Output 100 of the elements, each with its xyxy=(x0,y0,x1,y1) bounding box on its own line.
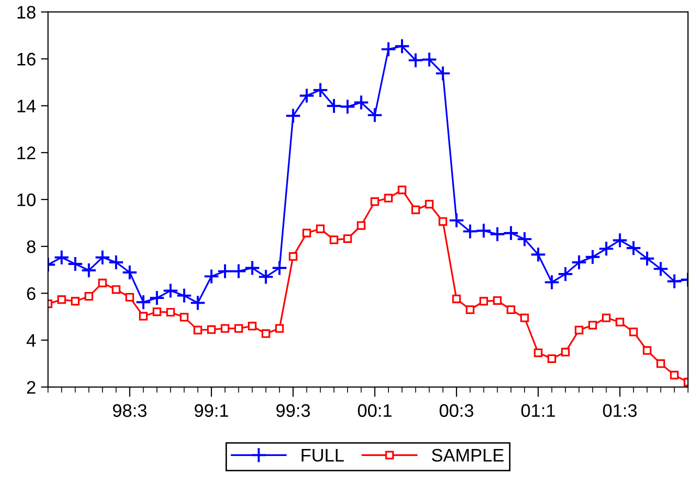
point xyxy=(353,94,370,110)
point xyxy=(112,285,120,294)
point xyxy=(462,223,478,240)
point xyxy=(67,256,84,272)
point xyxy=(629,328,638,336)
point xyxy=(656,359,666,368)
point xyxy=(616,318,624,326)
point xyxy=(598,240,614,257)
point xyxy=(248,322,257,330)
point xyxy=(666,273,682,290)
x-tick-label: 00:1 xyxy=(358,404,392,417)
point xyxy=(366,107,383,124)
point xyxy=(642,346,652,355)
point xyxy=(548,354,556,363)
point xyxy=(330,236,338,244)
point xyxy=(217,263,234,280)
point xyxy=(561,348,570,356)
point xyxy=(326,98,342,114)
point xyxy=(176,288,192,304)
point xyxy=(408,52,424,68)
point xyxy=(54,249,70,266)
point xyxy=(262,329,270,338)
y-tick-label: 10 xyxy=(18,193,36,206)
point xyxy=(584,248,601,265)
point xyxy=(380,41,396,58)
point xyxy=(476,222,492,239)
point xyxy=(421,52,438,68)
point xyxy=(452,294,461,304)
point xyxy=(98,278,107,288)
point xyxy=(80,262,97,278)
point xyxy=(466,305,474,314)
x-tick-label: 01:1 xyxy=(521,404,555,417)
legend-label: FULL xyxy=(302,449,344,462)
point xyxy=(152,307,162,316)
point xyxy=(438,217,448,226)
point xyxy=(434,65,451,82)
point xyxy=(370,197,380,206)
point xyxy=(479,296,488,306)
point xyxy=(234,324,243,333)
point xyxy=(108,254,124,270)
point xyxy=(626,240,642,256)
x-tick-label: 00:3 xyxy=(440,404,474,417)
x-tick-label: 98:3 xyxy=(112,404,146,417)
point xyxy=(122,264,138,280)
x-tick-label: 01:3 xyxy=(603,404,637,417)
point xyxy=(502,225,519,242)
point xyxy=(139,312,148,321)
point xyxy=(166,308,175,317)
point xyxy=(612,232,628,248)
point xyxy=(398,186,406,194)
point xyxy=(394,38,410,54)
y-tick-label: 14 xyxy=(18,100,36,112)
point xyxy=(530,246,546,263)
point xyxy=(302,228,312,238)
point xyxy=(384,194,393,202)
point xyxy=(448,212,464,228)
point xyxy=(489,226,506,242)
y-tick-label: 8 xyxy=(26,240,36,254)
y-tick-label: 2 xyxy=(27,380,36,394)
point xyxy=(574,326,584,334)
point xyxy=(180,312,188,322)
point xyxy=(162,282,179,299)
point xyxy=(588,320,597,330)
y-tick-label: 4 xyxy=(26,334,36,347)
point xyxy=(316,224,325,234)
point xyxy=(534,348,542,358)
point xyxy=(94,249,110,266)
point xyxy=(190,294,206,311)
point xyxy=(272,260,288,276)
point xyxy=(207,325,216,334)
point xyxy=(312,82,328,98)
point xyxy=(275,324,284,333)
point xyxy=(288,252,298,261)
y-tick-label: 16 xyxy=(18,52,36,66)
legend-label: SAMPLE xyxy=(432,448,504,462)
point xyxy=(493,296,502,305)
point xyxy=(84,292,94,301)
point xyxy=(652,260,669,277)
point xyxy=(298,88,315,104)
point xyxy=(203,268,220,284)
point xyxy=(557,266,574,282)
point xyxy=(424,200,434,208)
point xyxy=(516,231,533,248)
point xyxy=(230,263,247,280)
point xyxy=(258,268,274,285)
point xyxy=(544,274,560,290)
point xyxy=(125,292,134,302)
point xyxy=(670,370,679,380)
point xyxy=(602,314,611,322)
point xyxy=(285,108,302,124)
point xyxy=(70,296,80,306)
point xyxy=(411,206,420,214)
point xyxy=(343,234,352,243)
point xyxy=(356,221,366,230)
x-tick-label: 99:1 xyxy=(194,404,228,417)
point xyxy=(639,250,656,267)
x-tick-label: 99:3 xyxy=(276,404,310,417)
point xyxy=(571,254,588,270)
y-tick-label: 18 xyxy=(18,6,36,19)
point xyxy=(135,294,152,310)
